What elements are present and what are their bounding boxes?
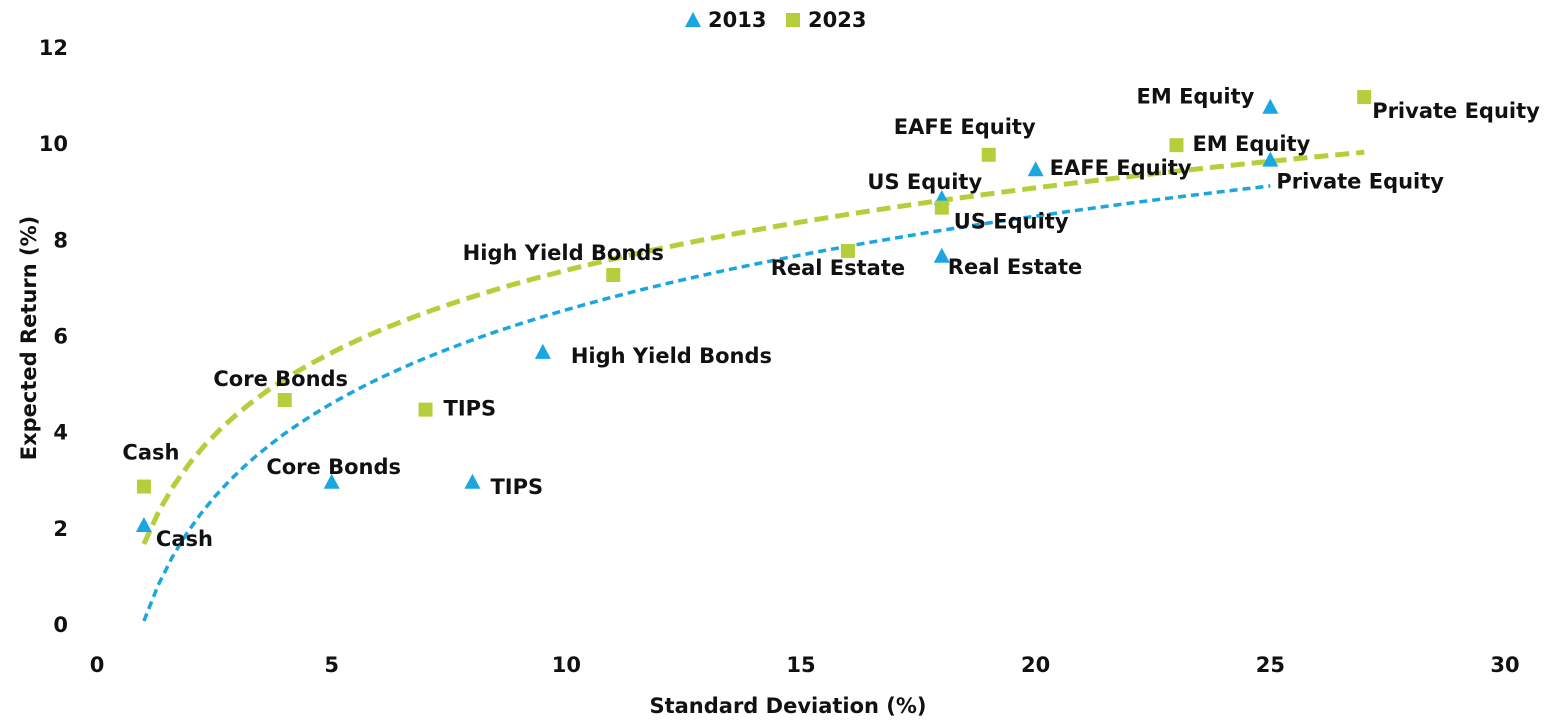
point-label: US Equity: [867, 170, 982, 194]
triangle-marker: [464, 473, 481, 489]
triangle-marker: [933, 247, 950, 263]
point-label: EAFE Equity: [1050, 156, 1192, 180]
x-axis-label: Standard Deviation (%): [649, 694, 926, 718]
point-label: Private Equity: [1276, 170, 1444, 194]
square-marker: [934, 200, 949, 215]
legend-label: 2023: [808, 8, 866, 32]
square-marker: [840, 243, 855, 258]
triangle-marker: [1262, 151, 1279, 167]
triangle-marker: [323, 473, 340, 489]
point-label: Real Estate: [948, 255, 1082, 279]
point-label: Private Equity: [1372, 99, 1540, 123]
y-tick-label: 10: [39, 132, 68, 156]
square-marker: [606, 267, 621, 282]
point-label: US Equity: [954, 210, 1069, 234]
legend-label: 2013: [708, 8, 766, 32]
y-tick-label: 0: [53, 613, 68, 637]
point-label: Core Bonds: [213, 367, 348, 391]
point-label: High Yield Bonds: [571, 344, 772, 368]
x-tick-label: 5: [324, 653, 339, 677]
legend-marker: [786, 13, 800, 27]
point-label: EAFE Equity: [894, 115, 1036, 139]
trendline: [141, 149, 1365, 546]
trendline: [142, 184, 1271, 622]
x-tick-label: 30: [1490, 653, 1519, 677]
x-tick-label: 20: [1021, 653, 1050, 677]
triangle-marker: [1027, 161, 1044, 177]
point-label: TIPS: [444, 397, 497, 421]
square-marker: [277, 393, 292, 408]
y-tick-label: 8: [53, 228, 68, 252]
square-marker: [1357, 90, 1372, 105]
point-label: High Yield Bonds: [463, 241, 664, 265]
point-label: EM Equity: [1137, 85, 1255, 109]
point-label: Cash: [122, 441, 179, 465]
x-tick-label: 0: [90, 653, 105, 677]
square-marker: [981, 147, 996, 162]
y-axis-label: Expected Return (%): [17, 216, 41, 461]
y-tick-label: 6: [53, 325, 68, 349]
point-label: Core Bonds: [266, 455, 401, 479]
square-marker: [136, 479, 151, 494]
point-label: EM Equity: [1192, 132, 1310, 156]
y-tick-label: 4: [53, 421, 68, 445]
y-tick-label: 12: [39, 36, 68, 60]
x-tick-label: 25: [1256, 653, 1285, 677]
x-tick-label: 10: [552, 653, 581, 677]
x-tick-label: 15: [786, 653, 815, 677]
square-marker: [1169, 138, 1184, 153]
triangle-marker: [534, 343, 551, 359]
triangle-marker: [1262, 98, 1279, 114]
legend-marker: [685, 12, 701, 27]
triangle-marker: [135, 517, 152, 533]
square-marker: [418, 402, 433, 417]
point-label: Cash: [156, 527, 213, 551]
y-tick-label: 2: [53, 517, 68, 541]
point-label: TIPS: [490, 475, 543, 499]
point-label: Real Estate: [771, 256, 905, 280]
